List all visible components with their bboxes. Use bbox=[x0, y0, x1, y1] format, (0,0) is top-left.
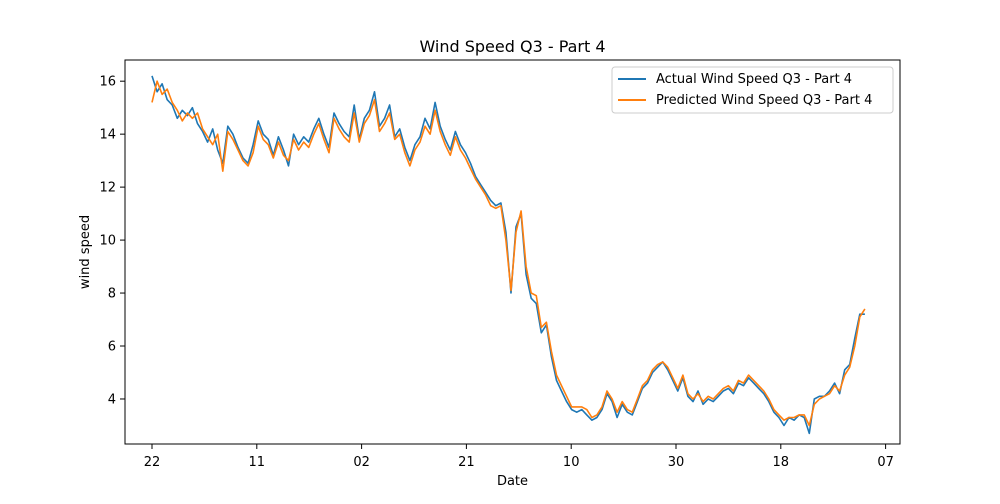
axes-frame bbox=[124, 59, 901, 445]
x-tick-label: 21 bbox=[458, 455, 475, 470]
x-tick-label: 10 bbox=[563, 455, 580, 470]
x-tick-label: 11 bbox=[249, 455, 266, 470]
x-axis-ticks: 22 11 02 21 10 30 18 07 bbox=[144, 444, 894, 470]
y-tick-label: 12 bbox=[99, 181, 116, 196]
y-tick-label: 4 bbox=[108, 392, 116, 407]
y-tick-label: 10 bbox=[99, 234, 116, 249]
x-axis-label: Date bbox=[497, 474, 528, 489]
y-tick-label: 14 bbox=[99, 128, 116, 143]
y-axis-label: wind speed bbox=[78, 215, 93, 289]
legend-label-actual: Actual Wind Speed Q3 - Part 4 bbox=[656, 72, 852, 87]
x-tick-label: 18 bbox=[773, 455, 790, 470]
series-line-predicted bbox=[151, 80, 866, 427]
y-tick-label: 6 bbox=[108, 340, 116, 355]
legend-box bbox=[611, 66, 894, 114]
x-tick-label: 07 bbox=[877, 455, 894, 470]
legend-label-predicted: Predicted Wind Speed Q3 - Part 4 bbox=[656, 93, 872, 108]
y-tick-label: 8 bbox=[108, 287, 116, 302]
legend: Actual Wind Speed Q3 - Part 4 Predicted … bbox=[611, 66, 894, 114]
plot-area: 22 11 02 21 10 30 18 07 4 6 8 10 12 14 16 bbox=[99, 59, 901, 470]
y-tick-label: 16 bbox=[99, 75, 116, 90]
x-tick-label: 22 bbox=[144, 455, 161, 470]
chart-title: Wind Speed Q3 - Part 4 bbox=[419, 37, 605, 56]
x-tick-label: 30 bbox=[668, 455, 685, 470]
y-axis-ticks: 4 6 8 10 12 14 16 bbox=[99, 75, 125, 407]
series-layer bbox=[151, 75, 866, 435]
x-tick-label: 02 bbox=[353, 455, 370, 470]
